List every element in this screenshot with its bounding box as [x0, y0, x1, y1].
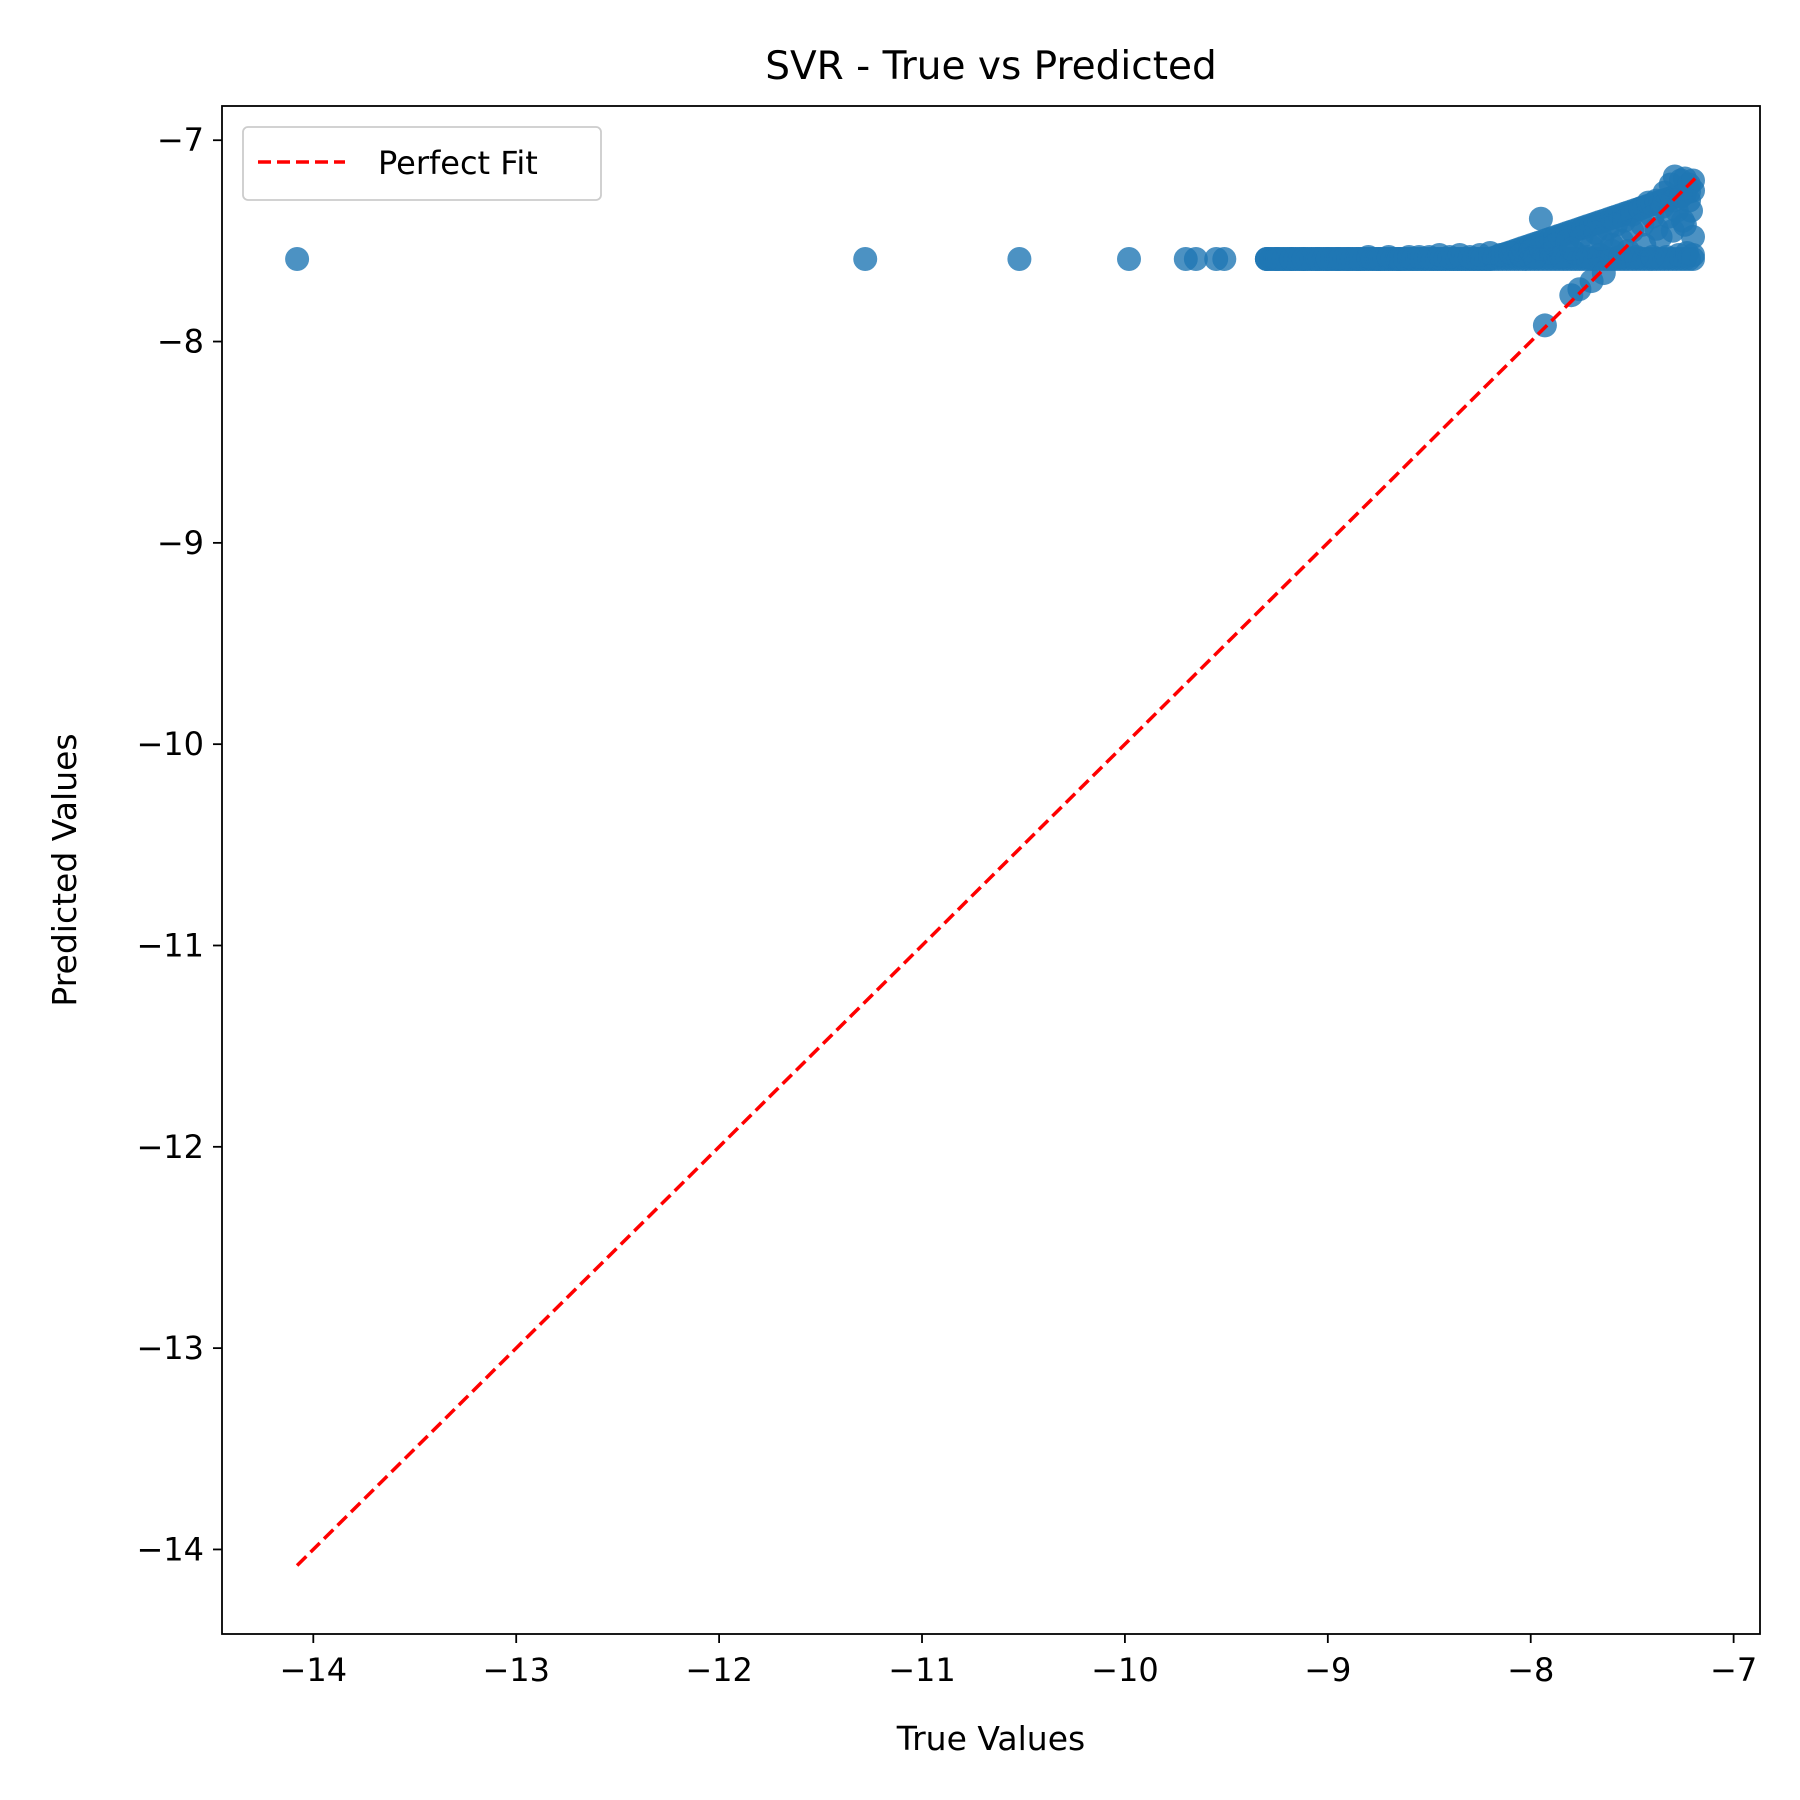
x-tick-label: −12	[685, 1651, 753, 1689]
scatter-point	[1589, 226, 1614, 251]
scatter-point	[1591, 261, 1616, 286]
fit-line-layer	[295, 177, 1697, 1567]
y-tick-label: −10	[136, 725, 204, 763]
x-tick-label: −7	[1710, 1651, 1757, 1689]
scatter-point	[853, 247, 878, 271]
y-tick-label: −7	[157, 121, 204, 159]
scatter-points	[285, 164, 1705, 338]
y-tick-label: −14	[136, 1530, 204, 1568]
perfect-fit-line	[295, 177, 1697, 1567]
x-axis: −14 −13 −12 −11 −10 −9 −8 −7	[280, 1634, 1757, 1689]
y-tick-label: −8	[157, 323, 204, 361]
scatter-point	[1644, 216, 1669, 241]
scatter-point	[285, 247, 310, 271]
legend-box	[242, 126, 602, 201]
y-tick-label: −12	[136, 1128, 204, 1166]
legend-entry-perfect-fit: Perfect Fit	[378, 144, 538, 182]
y-axis: −14 −13 −12 −11 −10 −9 −8 −7	[136, 121, 222, 1568]
scatter-point	[1183, 247, 1208, 271]
x-axis-label: True Values	[896, 1719, 1085, 1758]
scatter-point	[1212, 247, 1237, 271]
x-tick-label: −8	[1507, 1651, 1554, 1689]
scatter-point	[1528, 206, 1553, 231]
x-tick-label: −14	[280, 1651, 348, 1689]
scatter-point	[1559, 236, 1584, 261]
plot-frame	[221, 105, 1761, 1635]
x-tick-label: −11	[888, 1651, 956, 1689]
x-tick-label: −10	[1091, 1651, 1159, 1689]
legend: Perfect Fit	[242, 126, 602, 201]
scatter-point	[1681, 243, 1705, 267]
scatter-point	[1117, 247, 1141, 271]
y-tick-label: −11	[136, 926, 204, 964]
scatter-point	[1007, 247, 1032, 271]
chart-title: SVR - True vs Predicted	[765, 44, 1217, 89]
x-tick-label: −9	[1304, 1651, 1351, 1689]
x-tick-label: −13	[482, 1651, 550, 1689]
scatter-point	[1677, 188, 1701, 213]
plot-area	[221, 105, 1761, 1635]
y-tick-label: −13	[136, 1329, 204, 1367]
y-tick-label: −9	[157, 524, 204, 562]
y-axis-label: Predicted Values	[45, 733, 84, 1006]
